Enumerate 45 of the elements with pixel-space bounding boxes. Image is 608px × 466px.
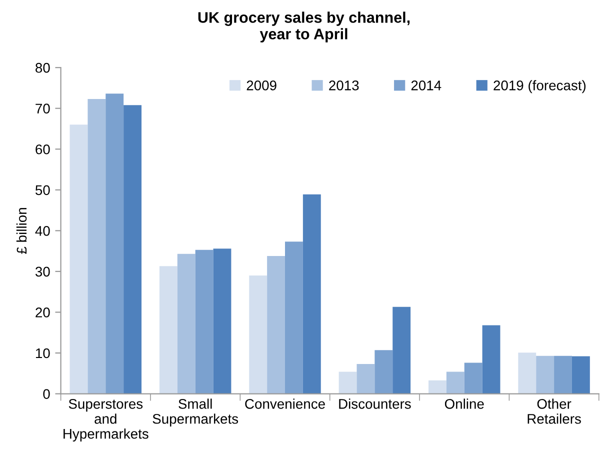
bar [464, 362, 482, 394]
bar [177, 254, 196, 394]
x-tick-label: Superstores and Hypermarkets [64, 399, 148, 442]
bar [106, 94, 124, 394]
y-axis-title: £ billion [16, 208, 27, 254]
x-tick-label: Convenience [245, 398, 325, 409]
bar [302, 194, 321, 394]
x-tick-label: Other Retailers [528, 398, 581, 424]
bar [213, 248, 232, 394]
y-tick-label: 80 [36, 62, 50, 73]
bar [285, 242, 303, 394]
bar [446, 372, 464, 394]
bar [428, 380, 446, 394]
legend-label: 2019 (forecast) [494, 80, 586, 94]
legend-label: 2009 [246, 80, 276, 90]
bar [518, 352, 536, 394]
y-tick-label: 0 [43, 389, 50, 399]
y-tick-label: 40 [35, 226, 50, 236]
bar [70, 124, 88, 394]
bar [195, 250, 214, 394]
y-tick-label: 10 [36, 348, 50, 358]
x-tick-label: Discounters [339, 398, 411, 409]
bar [392, 306, 411, 394]
bar [482, 325, 500, 394]
bar [374, 350, 393, 394]
bar [159, 266, 178, 394]
bar [124, 105, 142, 394]
bar [338, 372, 357, 394]
bar [356, 364, 375, 394]
legend-label: 2013 [329, 80, 359, 90]
y-tick-label: 60 [36, 144, 50, 154]
x-tick-label: Small Supermarkets [152, 398, 238, 427]
y-tick-label: 20 [36, 308, 50, 318]
y-tick-label: 70 [36, 104, 50, 114]
bar [267, 256, 285, 394]
bar [536, 356, 554, 394]
y-tick-label: 50 [35, 185, 50, 196]
bar [249, 276, 268, 394]
y-tick-label: 30 [35, 266, 50, 277]
bar [572, 356, 590, 394]
bar [88, 98, 106, 394]
legend-label: 2014 [411, 80, 442, 90]
x-tick-label: Online [444, 398, 484, 409]
chart-title: UK grocery sales by channel, year to April [198, 12, 410, 42]
bar [554, 356, 572, 394]
